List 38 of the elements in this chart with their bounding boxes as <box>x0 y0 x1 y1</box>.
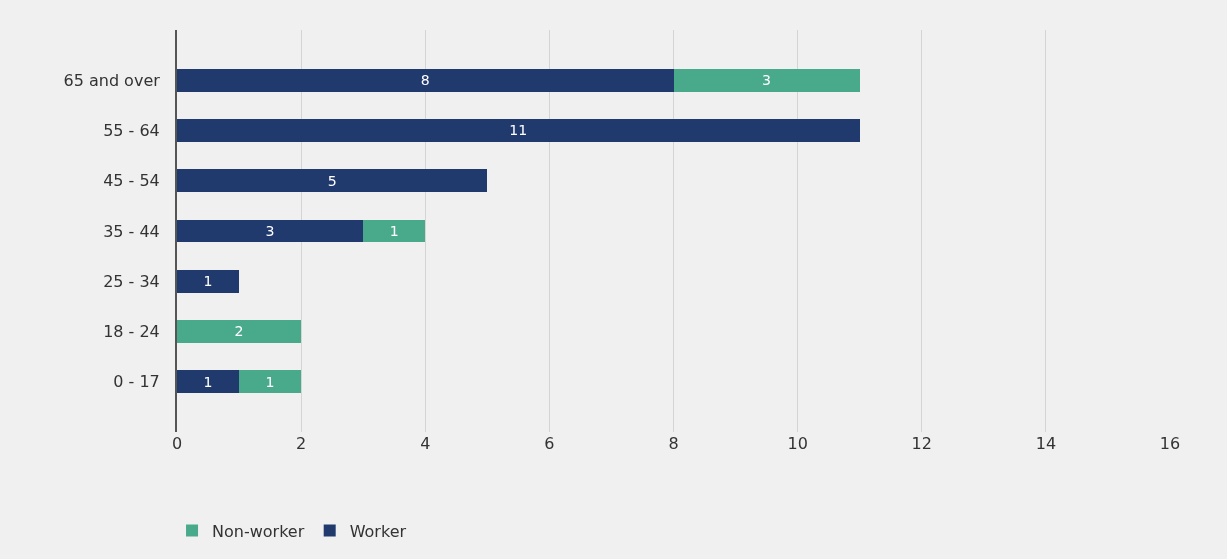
y-tick-label: 65 and over <box>63 70 161 90</box>
bar <box>177 169 488 193</box>
bar <box>239 370 302 394</box>
bar <box>363 219 426 243</box>
data-label: 1 <box>389 222 399 239</box>
data-label: 11 <box>509 122 528 139</box>
y-tick-label: 25 - 34 <box>103 271 160 291</box>
x-tick-label: 0 <box>171 434 183 453</box>
x-tick-label: 12 <box>911 434 932 453</box>
bar <box>177 370 240 394</box>
x-tick-label: 8 <box>668 434 679 453</box>
bar <box>177 219 364 243</box>
bar <box>177 269 240 293</box>
data-label: 1 <box>265 373 275 390</box>
y-tick-label: 0 - 17 <box>113 372 160 392</box>
data-label: 2 <box>234 323 244 340</box>
data-label: 1 <box>203 273 213 290</box>
legend-label: Non-worker <box>212 521 305 541</box>
x-tick-label: 16 <box>1159 434 1181 453</box>
x-tick-label: 14 <box>1035 434 1057 453</box>
data-label: 3 <box>762 72 772 89</box>
x-tick-label: 4 <box>420 434 431 453</box>
y-tick-label: 45 - 54 <box>103 171 160 191</box>
bar <box>673 68 860 92</box>
bar <box>177 119 860 142</box>
data-label: 1 <box>203 373 213 390</box>
data-label: 8 <box>420 72 430 89</box>
y-tick-label: 35 - 44 <box>103 221 160 241</box>
data-label: 3 <box>265 222 275 239</box>
y-tick-label: 55 - 64 <box>103 121 160 141</box>
x-tick-label: 6 <box>544 434 555 453</box>
x-tick-label: 10 <box>787 434 808 453</box>
data-label: 5 <box>327 172 337 189</box>
bar <box>177 68 674 92</box>
y-tick-label: 18 - 24 <box>103 322 160 342</box>
legend-label: Worker <box>349 521 407 541</box>
bar <box>177 320 302 343</box>
x-tick-label: 2 <box>296 434 307 453</box>
